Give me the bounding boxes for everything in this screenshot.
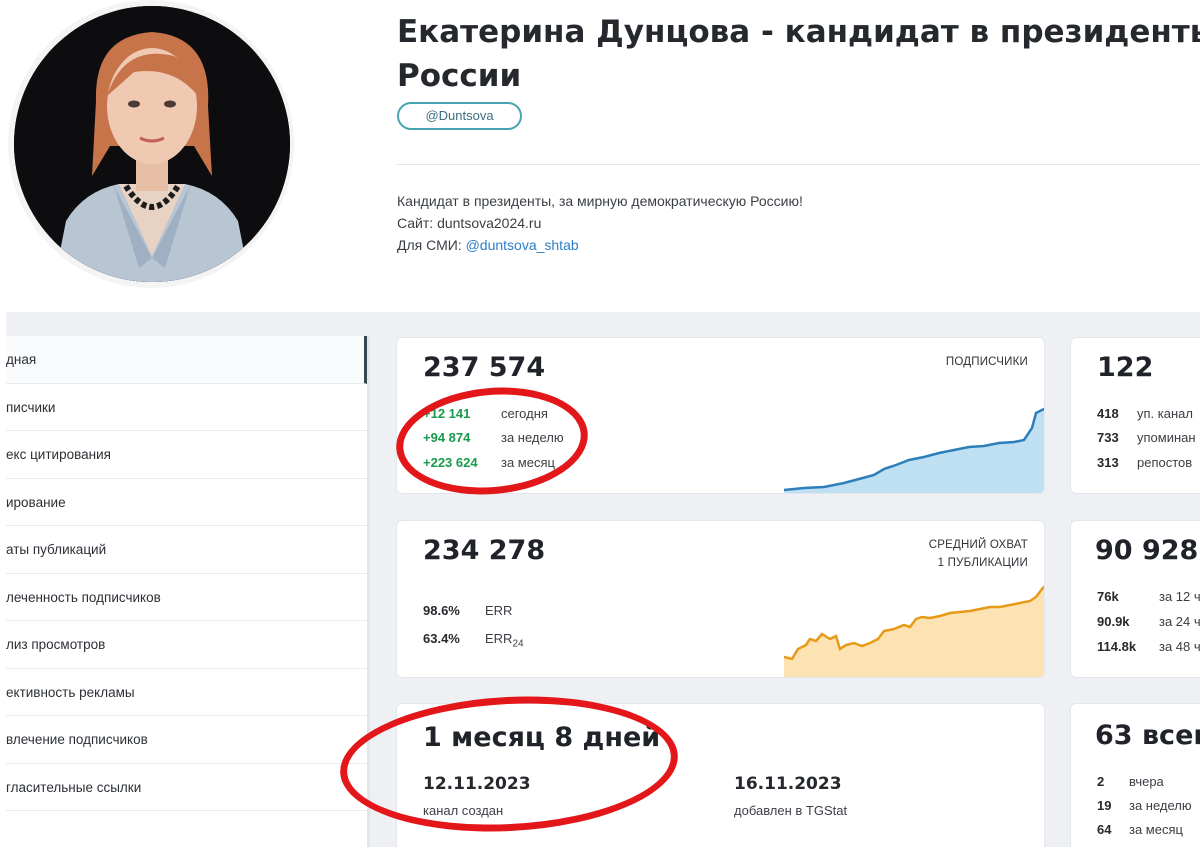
posts-num: 19 [1097, 798, 1112, 813]
err-row: 98.6% ERR [423, 603, 512, 618]
subscribers-week-row: +94 874 за неделю [423, 430, 564, 445]
mentions-label: уп. канал [1137, 406, 1193, 421]
description-line: Кандидат в президенты, за мирную демокра… [397, 193, 803, 209]
posts-row: 19 за неделю [1097, 798, 1192, 813]
subscribers-card: 237 574 ПОДПИСЧИКИ +12 141 сегодня +94 87… [396, 337, 1045, 494]
err-label: ERR [485, 603, 513, 618]
views-row: 114.8k за 48 ч [1097, 639, 1200, 654]
sidebar-item-citation-index[interactable]: екс цитирования [6, 431, 367, 479]
reach-sparkline [784, 585, 1044, 677]
err24-row: 63.4% ERR24 [423, 631, 524, 650]
posts-num: 64 [1097, 822, 1112, 837]
portrait-image [14, 6, 290, 282]
views-row: 76k за 12 ч [1097, 589, 1200, 604]
growth-label: сегодня [501, 406, 548, 421]
err-value: 98.6% [423, 603, 460, 618]
added-label: добавлен в TGStat [734, 803, 848, 818]
mentions-num: 733 [1097, 430, 1119, 445]
growth-value: +94 874 [423, 430, 471, 445]
err24-subscript: 24 [512, 638, 524, 650]
posts-num: 2 [1097, 774, 1105, 789]
growth-value: +12 141 [423, 406, 471, 421]
err24-value: 63.4% [423, 631, 460, 646]
subscribers-caption: ПОДПИСЧИКИ [945, 356, 1028, 368]
posts-label: за неделю [1129, 798, 1192, 813]
err24-label: ERR [485, 631, 513, 646]
views-value: 90 928 [1095, 535, 1199, 566]
mentions-card: 122 418 уп. канал 733 упоминан 313 репостов [1070, 337, 1200, 494]
sidebar-item-engagement[interactable]: леченность подписчиков [6, 574, 367, 621]
views-num: 76k [1097, 589, 1119, 604]
sidebar-item-ad-efficiency[interactable]: ективность рекламы [6, 669, 367, 716]
channel-description: Кандидат в президенты, за мирную демокра… [397, 190, 803, 256]
sidebar-item-views-analysis[interactable]: лиз просмотров [6, 621, 367, 669]
header-divider [397, 164, 1200, 165]
reach-card: 234 278 СРЕДНИЙ ОХВАТ 1 ПУБЛИКАЦИИ 98.6%… [396, 520, 1045, 678]
growth-label: за месяц [501, 455, 555, 470]
added-date: 16.11.2023 [734, 774, 842, 794]
posts-row: 2 вчера [1097, 774, 1164, 789]
sidebar-item-overview[interactable]: дная [6, 336, 367, 384]
description-site-line: Сайт: duntsova2024.ru [397, 215, 542, 231]
channel-handle-badge[interactable]: @Duntsova [397, 102, 522, 130]
page-title: Екатерина Дунцова - кандидат в президент… [397, 14, 1200, 94]
subscribers-count: 237 574 [423, 352, 546, 383]
press-contact-link[interactable]: @duntsova_shtab [465, 237, 579, 253]
sidebar-item-invite-links[interactable]: гласительные ссылки [6, 764, 367, 811]
views-label: за 24 ч [1159, 614, 1200, 629]
description-press-line: Для СМИ: @duntsova_shtab [397, 234, 803, 256]
mentions-row: 418 уп. канал [1097, 406, 1193, 421]
sidebar-item-post-stats[interactable]: аты публикаций [6, 526, 367, 574]
posts-row: 64 за месяц [1097, 822, 1183, 837]
views-num: 114.8k [1097, 639, 1137, 654]
sidebar-item-subscriber-acquisition[interactable]: влечение подписчиков [6, 716, 367, 764]
channel-avatar [14, 6, 290, 282]
mentions-label: упоминан [1137, 430, 1196, 445]
created-label: канал создан [423, 803, 504, 818]
views-num: 90.9k [1097, 614, 1130, 629]
mentions-row: 313 репостов [1097, 455, 1192, 470]
reach-caption-line: СРЕДНИЙ ОХВАТ [928, 539, 1028, 551]
reach-value: 234 278 [423, 535, 546, 566]
press-label: Для СМИ: [397, 237, 466, 253]
subscribers-sparkline [784, 407, 1044, 493]
mentions-num: 313 [1097, 455, 1119, 470]
posts-value: 63 всег [1095, 720, 1200, 751]
subscribers-today-row: +12 141 сегодня [423, 406, 548, 421]
reach-caption: СРЕДНИЙ ОХВАТ 1 ПУБЛИКАЦИИ [929, 536, 1028, 572]
posts-label: за месяц [1129, 822, 1183, 837]
channel-age-value: 1 месяц 8 дней [423, 722, 661, 753]
views-row: 90.9k за 24 ч [1097, 614, 1200, 629]
growth-label: за неделю [501, 430, 564, 445]
mentions-num: 418 [1097, 406, 1119, 421]
sidebar-item-subscribers[interactable]: писчики [6, 384, 367, 431]
growth-value: +223 624 [423, 455, 478, 470]
views-card: 90 928 76k за 12 ч 90.9k за 24 ч 114.8k за … [1070, 520, 1200, 678]
views-label: за 48 ч [1159, 639, 1200, 654]
mentions-label: репостов [1137, 455, 1193, 470]
sidebar-nav: дная писчики екс цитирования ирование ат… [6, 336, 370, 847]
reach-caption-line: 1 ПУБЛИКАЦИИ [937, 557, 1028, 569]
posts-label: вчера [1129, 774, 1164, 789]
channel-age-card: 1 месяц 8 дней 12.11.2023 канал создан 1… [396, 703, 1045, 847]
created-date: 12.11.2023 [423, 774, 531, 794]
subscribers-month-row: +223 624 за месяц [423, 455, 555, 470]
mentions-row: 733 упоминан [1097, 430, 1196, 445]
mentions-value: 122 [1097, 352, 1154, 383]
sidebar-item-citing[interactable]: ирование [6, 479, 367, 526]
posts-card: 63 всег 2 вчера 19 за неделю 64 за месяц [1070, 703, 1200, 847]
views-label: за 12 ч [1159, 589, 1200, 604]
